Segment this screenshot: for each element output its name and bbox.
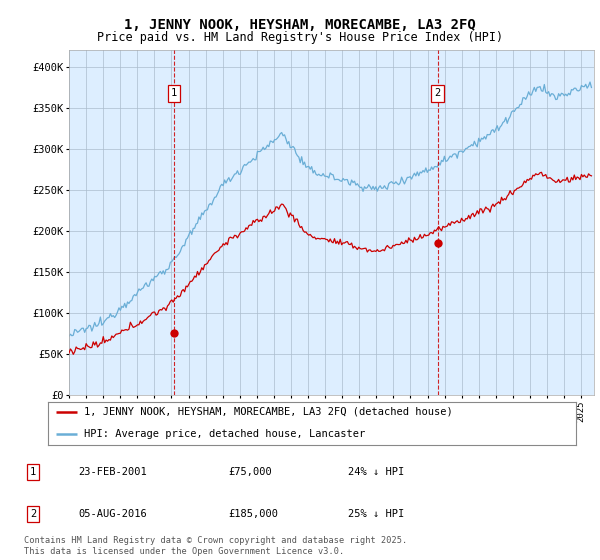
Text: 24% ↓ HPI: 24% ↓ HPI [348, 467, 404, 477]
Text: 1: 1 [171, 88, 177, 99]
Text: £185,000: £185,000 [228, 509, 278, 519]
Text: 1, JENNY NOOK, HEYSHAM, MORECAMBE, LA3 2FQ (detached house): 1, JENNY NOOK, HEYSHAM, MORECAMBE, LA3 2… [84, 407, 452, 417]
Text: £75,000: £75,000 [228, 467, 272, 477]
Text: 1: 1 [30, 467, 36, 477]
Text: Price paid vs. HM Land Registry's House Price Index (HPI): Price paid vs. HM Land Registry's House … [97, 31, 503, 44]
Text: 05-AUG-2016: 05-AUG-2016 [78, 509, 147, 519]
Text: Contains HM Land Registry data © Crown copyright and database right 2025.
This d: Contains HM Land Registry data © Crown c… [24, 536, 407, 556]
Text: 2: 2 [30, 509, 36, 519]
Text: 2: 2 [434, 88, 441, 99]
Text: 23-FEB-2001: 23-FEB-2001 [78, 467, 147, 477]
Text: 1, JENNY NOOK, HEYSHAM, MORECAMBE, LA3 2FQ: 1, JENNY NOOK, HEYSHAM, MORECAMBE, LA3 2… [124, 18, 476, 32]
Text: HPI: Average price, detached house, Lancaster: HPI: Average price, detached house, Lanc… [84, 430, 365, 439]
Text: 25% ↓ HPI: 25% ↓ HPI [348, 509, 404, 519]
